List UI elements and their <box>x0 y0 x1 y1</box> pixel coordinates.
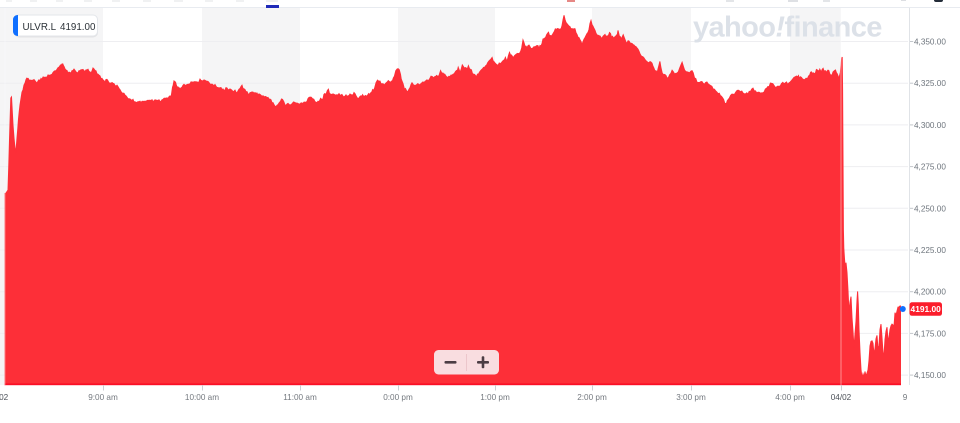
svg-text:ULVR.L: ULVR.L <box>23 22 57 33</box>
svg-text:04/02: 04/02 <box>0 393 9 402</box>
svg-text:10:00 am: 10:00 am <box>185 393 219 402</box>
svg-text:4191.00: 4191.00 <box>60 22 96 33</box>
svg-text:4,200.00: 4,200.00 <box>914 288 946 297</box>
svg-text:9:00 am: 9:00 am <box>88 393 118 402</box>
svg-text:3:00 pm: 3:00 pm <box>676 393 706 402</box>
svg-text:4:00 pm: 4:00 pm <box>775 393 805 402</box>
svg-text:4,325.00: 4,325.00 <box>914 79 946 88</box>
svg-text:4,300.00: 4,300.00 <box>914 121 946 130</box>
svg-text:04/02: 04/02 <box>831 393 852 402</box>
svg-text:yahoo!finance: yahoo!finance <box>693 12 882 44</box>
svg-text:0:00 pm: 0:00 pm <box>383 393 413 402</box>
svg-text:9: 9 <box>903 393 908 402</box>
svg-text:4191.00: 4191.00 <box>911 304 942 314</box>
svg-text:4,225.00: 4,225.00 <box>914 246 946 255</box>
svg-text:11:00 am: 11:00 am <box>283 393 317 402</box>
svg-text:4,175.00: 4,175.00 <box>914 329 946 338</box>
svg-text:4,350.00: 4,350.00 <box>914 38 946 47</box>
svg-text:4,250.00: 4,250.00 <box>914 204 946 213</box>
svg-text:4,150.00: 4,150.00 <box>914 371 946 380</box>
svg-text:4,275.00: 4,275.00 <box>914 163 946 172</box>
svg-text:2:00 pm: 2:00 pm <box>577 393 607 402</box>
svg-text:1:00 pm: 1:00 pm <box>480 393 510 402</box>
